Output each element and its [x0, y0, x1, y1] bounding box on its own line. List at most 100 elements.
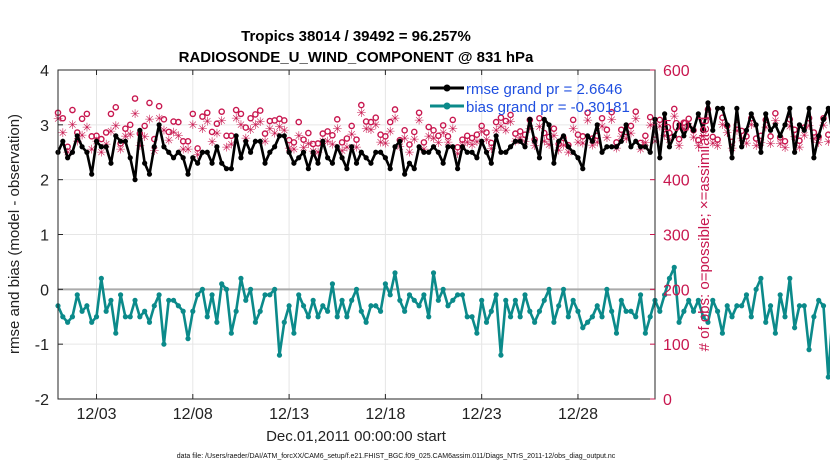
- obs-possible-marker: [314, 140, 322, 147]
- obs-possible-marker: [459, 136, 466, 143]
- rmse-point: [816, 133, 822, 139]
- bias-point: [276, 352, 283, 358]
- bias-point: [671, 264, 677, 270]
- rmse-point: [113, 133, 119, 139]
- bias-point: [219, 281, 225, 287]
- obs-possible-marker: [237, 110, 245, 118]
- obs-assimilated-marker: ✳: [438, 126, 448, 140]
- obs-assimilated-marker: ✳: [140, 130, 150, 144]
- obs-possible-marker: [391, 106, 399, 113]
- y-right-tick-label: 300: [663, 228, 690, 245]
- rmse-point: [397, 138, 403, 144]
- rmse-point: [363, 155, 369, 161]
- bias-point: [792, 325, 798, 331]
- obs-assimilated-marker: ✳: [197, 122, 207, 136]
- chart-title-line2: RADIOSONDE_U_WIND_COMPONENT @ 831 hPa: [179, 49, 534, 66]
- bias-point: [565, 314, 571, 320]
- series-lines: [55, 100, 830, 380]
- rmse-point: [767, 127, 774, 133]
- obs-possible-marker: [382, 133, 389, 140]
- bias-point: [93, 314, 100, 320]
- bias-point: [445, 303, 451, 309]
- rmse-point: [214, 144, 220, 150]
- bias-point: [69, 314, 76, 320]
- obs-assimilated-marker: ✳: [741, 136, 751, 150]
- rmse-point: [450, 144, 456, 150]
- rmse-point: [801, 127, 807, 133]
- rmse-point: [180, 155, 186, 161]
- bias-point: [517, 314, 523, 320]
- obs-assimilated-marker: ✳: [501, 123, 511, 137]
- obs-possible-marker: [107, 110, 115, 118]
- obs-possible-marker: [126, 121, 134, 129]
- obs-possible-marker: [165, 128, 173, 136]
- obs-assimilated-marker: ✳: [761, 121, 771, 135]
- obs-assimilated-marker: ✳: [515, 131, 525, 145]
- bias-point: [609, 308, 615, 314]
- x-axis-ticks: 12/03 12/08 12/13 12/18 12/23 12/28: [76, 70, 598, 423]
- rmse-point: [161, 144, 167, 150]
- y-tick-label: 4: [40, 63, 49, 80]
- bias-point: [719, 330, 726, 336]
- obs-possible-marker: [353, 136, 360, 143]
- bias-point: [584, 319, 591, 325]
- rmse-point: [305, 166, 311, 172]
- x-tick-label: 12/23: [462, 406, 502, 423]
- rmse-point: [204, 149, 210, 155]
- bias-point: [310, 297, 316, 303]
- bias-point: [416, 303, 422, 309]
- obs-assimilated-marker: ✳: [260, 134, 270, 148]
- rmse-point: [358, 149, 364, 155]
- rmse-point: [772, 122, 778, 128]
- obs-assimilated-marker: ✳: [356, 106, 366, 120]
- bias-point: [209, 292, 215, 298]
- rmse-point: [604, 144, 610, 150]
- obs-possible-marker: [305, 129, 312, 137]
- rmse-point: [662, 111, 668, 117]
- rmse-point: [329, 160, 336, 166]
- y-right-tick-label: 600: [663, 63, 690, 80]
- bias-point: [108, 297, 114, 303]
- obs-possible-marker: [767, 133, 774, 140]
- bias-point: [137, 314, 143, 320]
- bias-point: [522, 292, 528, 298]
- obs-possible-marker: [160, 116, 168, 123]
- rmse-point: [402, 171, 408, 177]
- bias-point: [483, 319, 490, 325]
- obs-possible-marker: [333, 116, 341, 123]
- bias-point: [642, 330, 648, 336]
- rmse-point: [517, 138, 523, 144]
- obs-assimilated-marker: ✳: [361, 122, 371, 136]
- rmse-point: [575, 155, 581, 161]
- obs-assimilated-marker: ✳: [693, 139, 703, 153]
- rmse-point: [103, 144, 109, 150]
- rmse-point: [325, 155, 331, 161]
- obs-assimilated-marker: ✳: [640, 136, 650, 150]
- rmse-point: [127, 155, 133, 161]
- rmse-point: [686, 122, 692, 128]
- obs-assimilated-marker: ✳: [698, 129, 708, 143]
- obs-assimilated-marker: ✳: [592, 135, 602, 149]
- obs-assimilated-marker: ✳: [462, 135, 472, 149]
- legend: rmse grand pr = 2.6646 bias grand pr = -…: [430, 81, 630, 116]
- obs-possible-marker: [781, 137, 789, 145]
- rmse-point: [84, 149, 90, 155]
- obs-possible-marker: [550, 125, 558, 132]
- obs-possible-marker: [358, 101, 365, 109]
- y-tick-label: 1: [40, 228, 49, 245]
- rmse-point: [681, 133, 687, 139]
- rmse-point: [272, 144, 278, 150]
- rmse-point: [647, 149, 653, 155]
- rmse-point: [195, 160, 201, 166]
- bias-point: [796, 303, 803, 309]
- obs-assimilated-marker: ✳: [621, 132, 631, 146]
- rmse-point: [763, 111, 769, 117]
- obs-possible-marker: [372, 114, 380, 122]
- obs-assimilated-marker: ✳: [58, 126, 68, 140]
- bias-point: [329, 281, 336, 287]
- bias-point: [142, 308, 148, 314]
- rmse-point: [430, 144, 437, 150]
- obs-assimilated-marker: ✳: [130, 107, 140, 121]
- obs-assimilated-marker: ✳: [602, 131, 612, 145]
- rmse-point: [743, 127, 750, 133]
